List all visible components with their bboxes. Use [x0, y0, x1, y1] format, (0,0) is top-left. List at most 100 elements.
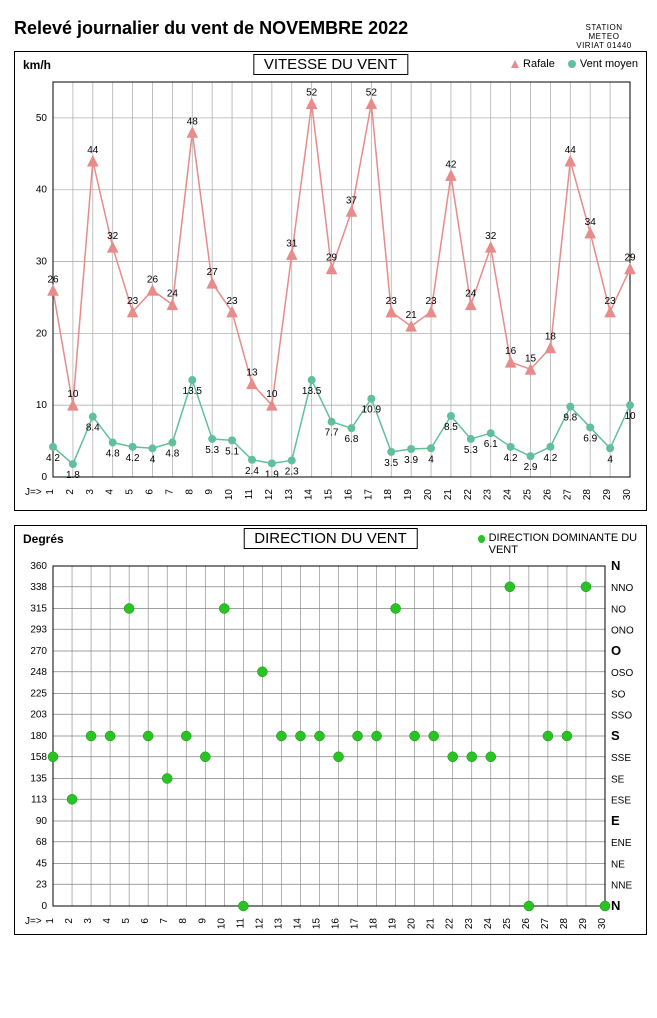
svg-text:2.4: 2.4: [245, 466, 259, 477]
svg-text:13: 13: [246, 368, 258, 379]
svg-text:5: 5: [121, 918, 132, 924]
svg-text:3.5: 3.5: [384, 458, 398, 469]
svg-text:44: 44: [565, 145, 577, 156]
svg-text:7.7: 7.7: [325, 428, 339, 439]
svg-text:4: 4: [150, 454, 156, 465]
svg-text:34: 34: [585, 217, 597, 228]
svg-text:17: 17: [350, 918, 361, 930]
svg-text:29: 29: [624, 253, 636, 264]
svg-text:27: 27: [540, 918, 551, 930]
svg-text:16: 16: [343, 489, 354, 501]
svg-text:24: 24: [167, 289, 179, 300]
svg-text:16: 16: [331, 918, 342, 930]
svg-text:158: 158: [30, 752, 47, 763]
svg-text:7: 7: [164, 489, 175, 495]
svg-text:203: 203: [30, 709, 47, 720]
svg-text:NE: NE: [611, 860, 625, 871]
chart-speed-legend: Rafale Vent moyen: [501, 58, 638, 71]
svg-text:32: 32: [485, 231, 497, 242]
svg-text:SSO: SSO: [611, 710, 632, 721]
legend-rafale: Rafale: [511, 58, 555, 70]
svg-text:19: 19: [403, 489, 414, 501]
svg-text:18: 18: [369, 918, 380, 930]
svg-text:21: 21: [406, 310, 418, 321]
svg-text:23: 23: [127, 296, 139, 307]
svg-text:27: 27: [207, 267, 219, 278]
svg-text:52: 52: [306, 88, 318, 99]
svg-text:4: 4: [102, 918, 113, 924]
svg-text:26: 26: [542, 489, 553, 501]
svg-text:13: 13: [284, 489, 295, 501]
svg-text:37: 37: [346, 195, 358, 206]
svg-text:45: 45: [36, 859, 48, 870]
svg-text:29: 29: [602, 489, 613, 501]
svg-text:180: 180: [30, 731, 47, 742]
svg-text:SO: SO: [611, 690, 626, 701]
svg-text:29: 29: [578, 918, 589, 930]
svg-text:6.9: 6.9: [583, 433, 597, 444]
svg-text:30: 30: [597, 918, 608, 930]
svg-text:2: 2: [64, 918, 75, 924]
svg-text:30: 30: [622, 489, 633, 501]
svg-text:20: 20: [407, 918, 418, 930]
svg-text:44: 44: [87, 145, 99, 156]
svg-text:4: 4: [607, 454, 613, 465]
svg-text:2.3: 2.3: [285, 466, 299, 477]
svg-text:8.4: 8.4: [86, 423, 100, 434]
svg-text:8: 8: [184, 489, 195, 495]
stamp-line2: VIRIAT 01440: [576, 41, 632, 50]
svg-text:23: 23: [227, 296, 239, 307]
svg-text:135: 135: [30, 774, 47, 785]
svg-text:15: 15: [311, 918, 322, 930]
svg-text:12: 12: [264, 489, 275, 501]
svg-text:20: 20: [423, 489, 434, 501]
svg-text:5.1: 5.1: [225, 446, 239, 457]
svg-text:O: O: [611, 643, 621, 658]
svg-text:4.8: 4.8: [106, 449, 120, 460]
svg-text:2.9: 2.9: [524, 462, 538, 473]
svg-text:10: 10: [216, 918, 227, 930]
svg-text:50: 50: [36, 113, 48, 124]
svg-text:NNO: NNO: [611, 583, 633, 594]
svg-text:25: 25: [502, 918, 513, 930]
svg-text:270: 270: [30, 646, 47, 657]
svg-text:4.2: 4.2: [504, 453, 518, 464]
svg-text:52: 52: [366, 88, 378, 99]
svg-text:24: 24: [465, 289, 477, 300]
svg-text:31: 31: [286, 238, 298, 249]
svg-text:5: 5: [125, 489, 136, 495]
svg-text:18: 18: [545, 332, 557, 343]
dot-icon: [568, 60, 576, 68]
svg-text:23: 23: [605, 296, 617, 307]
svg-text:7: 7: [159, 918, 170, 924]
svg-text:22: 22: [463, 489, 474, 501]
chart-dir-ylabel: Degrés: [23, 532, 64, 546]
dot-icon: [478, 535, 485, 543]
stamp-line1: STATION METEO: [569, 23, 639, 41]
chart-dir-title: DIRECTION DU VENT: [243, 528, 418, 549]
legend-direction-label: DIRECTION DOMINANTE DU VENT: [489, 532, 638, 556]
svg-text:0: 0: [41, 901, 47, 912]
svg-text:24: 24: [483, 918, 494, 930]
svg-text:6: 6: [140, 918, 151, 924]
svg-text:E: E: [611, 813, 620, 828]
svg-text:NNE: NNE: [611, 880, 632, 891]
svg-text:4: 4: [105, 489, 116, 495]
svg-text:30: 30: [36, 257, 48, 268]
svg-text:20: 20: [36, 328, 48, 339]
svg-text:90: 90: [36, 816, 48, 827]
svg-text:13.5: 13.5: [183, 386, 203, 397]
svg-text:24: 24: [503, 489, 514, 501]
svg-text:11: 11: [235, 918, 246, 929]
svg-text:40: 40: [36, 185, 48, 196]
svg-text:3: 3: [83, 918, 94, 924]
svg-text:1: 1: [45, 489, 56, 495]
wind-direction-chart: DIRECTION DU VENT Degrés DIRECTION DOMIN…: [14, 525, 647, 935]
svg-text:27: 27: [562, 489, 573, 501]
svg-text:9: 9: [197, 918, 208, 924]
svg-text:113: 113: [31, 794, 47, 805]
chart-speed-ylabel: km/h: [23, 58, 51, 72]
svg-text:OSO: OSO: [611, 668, 633, 679]
svg-text:8.5: 8.5: [444, 422, 458, 433]
svg-text:4.2: 4.2: [126, 453, 140, 464]
